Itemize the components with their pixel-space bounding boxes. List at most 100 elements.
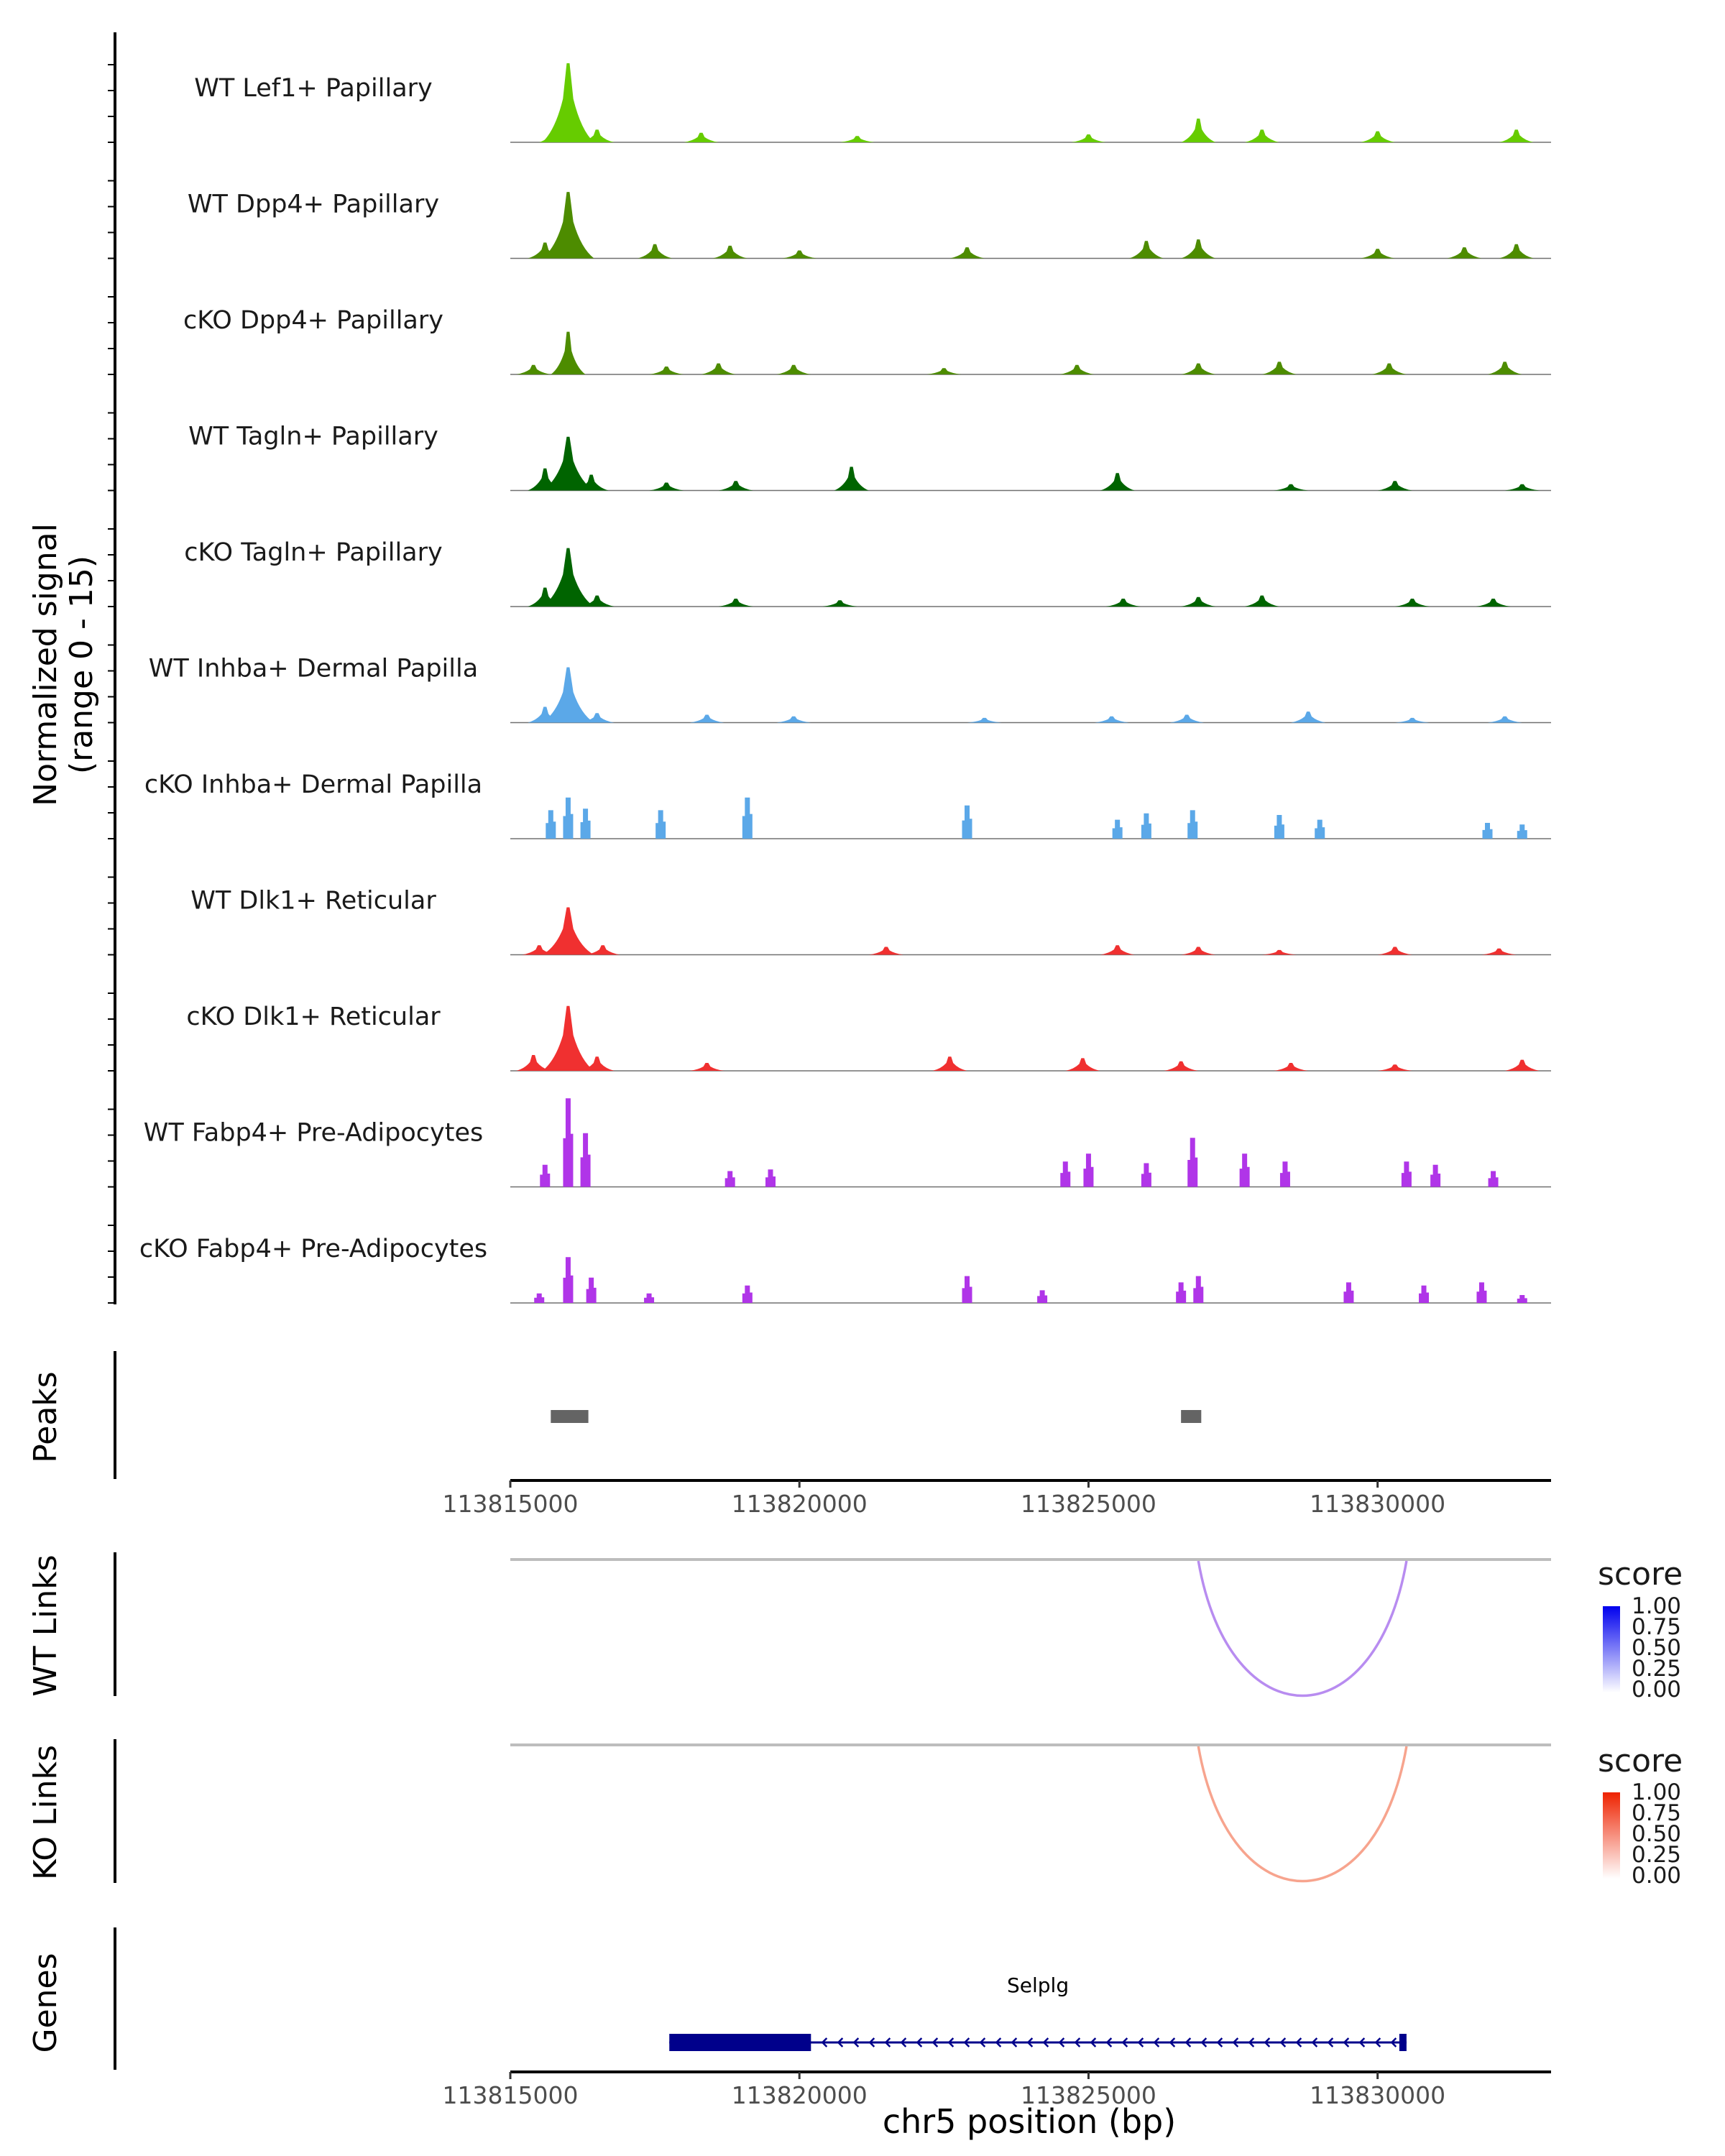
signal-peak	[638, 244, 673, 259]
signal-peak	[1100, 945, 1135, 955]
track-label-4: cKO Tagln+ Papillary	[184, 538, 443, 567]
signal-peak	[1476, 1282, 1487, 1303]
strand-arrow	[1374, 2037, 1381, 2047]
strand-arrow	[1358, 2037, 1366, 2047]
track-label-0: WT Lef1+ Papillary	[194, 74, 433, 103]
signal-peak	[840, 136, 875, 142]
signal-peak	[542, 907, 594, 955]
strand-arrow	[995, 2037, 1002, 2047]
signal-peak	[542, 1005, 594, 1071]
signal-peak	[528, 706, 563, 723]
x-tick-label: 113815000	[443, 2081, 579, 2109]
signal-peak	[649, 482, 684, 491]
track-label-2: cKO Dpp4+ Papillary	[183, 306, 443, 335]
ko-legend-label: 0.00	[1632, 1863, 1681, 1889]
signal-peak	[1401, 1161, 1412, 1187]
strand-arrow	[1058, 2037, 1065, 2047]
strand-arrow	[1169, 2037, 1176, 2047]
signal-peak	[1059, 364, 1095, 374]
signal-peak	[1343, 1282, 1354, 1303]
signal-peak	[1244, 129, 1279, 142]
signal-peak	[534, 1293, 545, 1303]
strand-arrow	[1343, 2037, 1350, 2047]
signal-peak	[579, 1056, 615, 1071]
signal-peak	[586, 1277, 597, 1303]
signal-peak	[1128, 241, 1164, 259]
track-label-7: WT Dlk1+ Reticular	[190, 887, 436, 916]
signal-ylabel: Normalized signal	[27, 523, 64, 806]
signal-peak	[1394, 717, 1430, 723]
signal-peak	[1377, 946, 1412, 955]
signal-axis-ticks	[108, 64, 115, 1304]
ko-legend-colorbar	[1603, 1792, 1620, 1879]
strand-arrow	[947, 2037, 954, 2047]
signal-peak	[967, 717, 1002, 723]
wt-links-label: WT Links	[27, 1554, 64, 1696]
signal-peak	[1261, 361, 1297, 374]
signal-peak	[712, 245, 748, 259]
signal-peak	[580, 808, 591, 839]
position-axis-ticks: 113815000 113820000 113825000 113830000	[443, 1480, 1445, 1518]
track-row-10: cKO Fabp4+ Pre-Adipocytes	[139, 1235, 1551, 1304]
signal-peak	[822, 600, 857, 607]
signal-peak	[962, 1276, 972, 1303]
strand-arrow	[1105, 2037, 1113, 2047]
signal-tracks: WT Lef1+ Papillary WT Dpp4+ Papillary cKO …	[139, 63, 1551, 1304]
signal-peak	[563, 797, 574, 839]
signal-peak	[776, 364, 811, 374]
track-label-8: cKO Dlk1+ Reticular	[186, 1003, 441, 1031]
signal-peak	[528, 242, 563, 259]
signal-peak	[1504, 1059, 1540, 1071]
track-row-3: WT Tagln+ Papillary	[188, 423, 1551, 492]
signal-peak	[574, 474, 609, 491]
signal-peak	[516, 1055, 551, 1071]
signal-peak	[742, 797, 753, 839]
signal-peak	[1377, 481, 1412, 491]
signal-peak	[585, 945, 620, 955]
signal-peak	[540, 1164, 551, 1187]
strand-arrow	[1074, 2037, 1081, 2047]
signal-peak	[542, 63, 594, 142]
signal-peak	[542, 667, 594, 723]
peaks-track	[551, 1410, 1202, 1423]
signal-peak	[1060, 1161, 1071, 1187]
signal-peak	[1141, 1163, 1151, 1187]
track-row-5: WT Inhba+ Dermal Papilla	[149, 655, 1551, 724]
x-tick-label: 113825000	[1021, 2081, 1156, 2109]
strand-arrow	[1090, 2037, 1097, 2047]
signal-peak	[546, 810, 556, 839]
signal-peak	[1274, 484, 1308, 491]
signal-peak	[1430, 1164, 1441, 1187]
signal-peak	[1181, 239, 1216, 259]
signal-peak	[563, 1098, 574, 1187]
ko-link-arc	[1197, 1746, 1408, 1882]
strand-arrow	[1248, 2037, 1255, 2047]
position-axis-ticks-bottom: 113815000 113820000 113825000 113830000	[443, 2072, 1445, 2109]
signal-peak	[1105, 599, 1141, 607]
signal-peak	[689, 1063, 724, 1071]
signal-peak	[1360, 131, 1395, 142]
signal-peak	[1100, 473, 1135, 491]
strand-arrow	[1390, 2037, 1397, 2047]
signal-peak	[1244, 595, 1279, 607]
peak-region	[1181, 1410, 1202, 1423]
strand-arrow	[1295, 2037, 1302, 2047]
track-row-9: WT Fabp4+ Pre-Adipocytes	[144, 1098, 1551, 1188]
signal-peak	[701, 363, 736, 374]
strand-arrow	[1264, 2037, 1271, 2047]
signal-peak	[1169, 714, 1205, 723]
peak-region	[551, 1410, 589, 1423]
signal-peak	[1504, 484, 1540, 491]
track-row-6: cKO Inhba+ Dermal Papilla	[144, 770, 1551, 839]
signal-peak	[522, 945, 557, 955]
gene-exon	[669, 2034, 811, 2051]
ko-links-legend: score 1.000.750.500.250.00	[1598, 1743, 1683, 1889]
signal-peak	[1488, 1171, 1499, 1187]
signal-peak	[1481, 948, 1517, 955]
strand-arrow	[900, 2037, 907, 2047]
x-tick-label: 113815000	[443, 1490, 579, 1518]
track-row-7: WT Dlk1+ Reticular	[190, 887, 1551, 956]
strand-arrow	[821, 2037, 828, 2047]
strand-arrow	[1327, 2037, 1334, 2047]
